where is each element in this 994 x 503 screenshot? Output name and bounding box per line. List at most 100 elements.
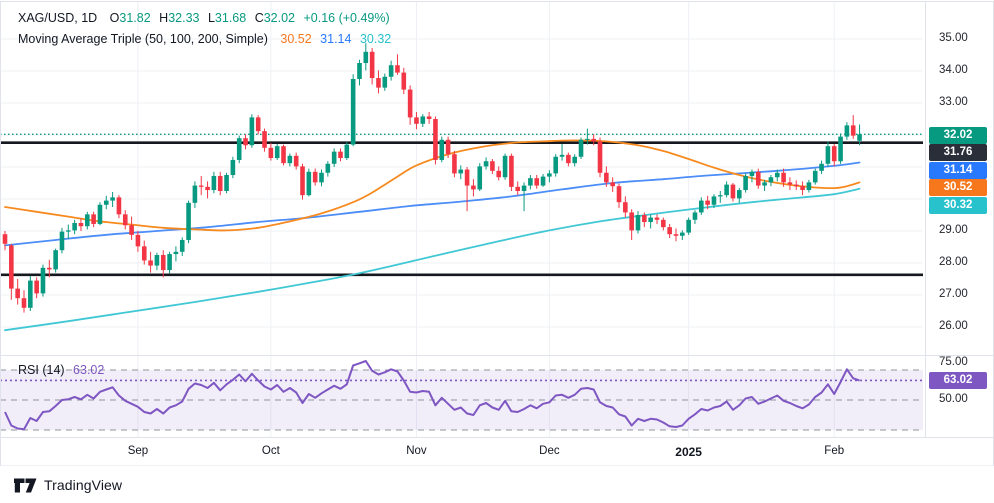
candle[interactable] <box>768 177 774 183</box>
candle[interactable] <box>787 182 793 185</box>
candle[interactable] <box>84 214 90 227</box>
time-axis-label-Feb[interactable]: Feb <box>824 445 845 457</box>
candle[interactable] <box>338 151 343 159</box>
time-axis-label-Dec[interactable]: Dec <box>539 445 560 457</box>
candle[interactable] <box>407 89 413 118</box>
candle[interactable] <box>496 170 502 178</box>
candle[interactable] <box>635 215 641 231</box>
candle[interactable] <box>711 196 717 205</box>
candle[interactable] <box>205 186 210 191</box>
candle[interactable] <box>439 139 445 160</box>
candle[interactable] <box>179 239 185 252</box>
rsi-indicator-title[interactable]: RSI <box>18 363 39 377</box>
candle[interactable] <box>268 147 274 159</box>
candle[interactable] <box>838 136 843 162</box>
candle[interactable] <box>426 116 432 119</box>
candle[interactable] <box>755 171 761 186</box>
candle[interactable] <box>420 116 426 124</box>
candle[interactable] <box>699 200 704 213</box>
candle[interactable] <box>211 175 217 191</box>
candle[interactable] <box>122 214 128 226</box>
candle[interactable] <box>844 125 850 137</box>
candle[interactable] <box>255 117 261 132</box>
candle[interactable] <box>540 176 546 186</box>
candle[interactable] <box>509 155 514 187</box>
candle[interactable] <box>433 119 438 160</box>
candle[interactable] <box>15 288 20 299</box>
candle[interactable] <box>471 185 476 190</box>
candle[interactable] <box>604 172 609 183</box>
candle[interactable] <box>610 182 615 187</box>
candle[interactable] <box>401 72 407 90</box>
moving-averages-layer[interactable] <box>4 139 861 332</box>
time-axis[interactable]: Sep Oct Nov Dec 2025 Feb <box>0 438 994 465</box>
candle[interactable] <box>281 146 286 164</box>
candle[interactable] <box>319 172 324 183</box>
candle[interactable] <box>515 186 521 191</box>
candle[interactable] <box>395 65 400 73</box>
candle[interactable] <box>376 78 381 88</box>
candle[interactable] <box>680 232 685 236</box>
chart-canvas[interactable] <box>0 0 994 466</box>
candle[interactable] <box>103 200 109 205</box>
candle[interactable] <box>91 214 96 224</box>
candle[interactable] <box>553 156 559 174</box>
candle[interactable] <box>97 204 103 224</box>
candle[interactable] <box>585 138 590 140</box>
candle[interactable] <box>34 280 39 294</box>
candle[interactable] <box>800 186 805 191</box>
candle[interactable] <box>262 131 267 148</box>
candle[interactable] <box>21 298 27 308</box>
candle[interactable] <box>306 171 312 196</box>
candle[interactable] <box>616 186 622 203</box>
ma200-line[interactable] <box>4 187 861 332</box>
candle[interactable] <box>692 212 698 220</box>
candle[interactable] <box>477 166 483 190</box>
candle[interactable] <box>148 260 153 266</box>
candle[interactable] <box>452 154 457 174</box>
rsi-indicator-legend[interactable]: RSI (14) 63.02 <box>18 363 104 377</box>
candle[interactable] <box>736 190 742 199</box>
time-axis-label-Sep[interactable]: Sep <box>127 445 149 457</box>
candle[interactable] <box>312 171 318 183</box>
candle[interactable] <box>173 251 179 255</box>
candle[interactable] <box>110 197 115 201</box>
candle[interactable] <box>458 169 464 174</box>
candle[interactable] <box>66 230 71 232</box>
candle[interactable] <box>59 231 65 251</box>
rsi-plot-layer[interactable] <box>4 360 860 431</box>
rsi-line[interactable] <box>4 360 860 431</box>
candle[interactable] <box>464 169 470 186</box>
candle[interactable] <box>724 184 729 196</box>
candle[interactable] <box>388 65 394 77</box>
candle[interactable] <box>566 154 571 164</box>
ma100-line[interactable] <box>4 161 861 247</box>
candle[interactable] <box>793 184 799 187</box>
candle[interactable] <box>357 63 362 79</box>
candle[interactable] <box>186 202 191 240</box>
candle[interactable] <box>812 170 818 183</box>
candle[interactable] <box>293 155 299 167</box>
candle[interactable] <box>141 246 147 261</box>
candle[interactable] <box>743 175 748 191</box>
candle[interactable] <box>781 172 786 183</box>
candle[interactable] <box>274 146 280 159</box>
candle[interactable] <box>72 223 77 231</box>
candle[interactable] <box>236 138 242 160</box>
candle[interactable] <box>28 280 33 308</box>
candle[interactable] <box>591 138 596 142</box>
ma-indicator-legend[interactable]: Moving Average Triple (50, 100, 200, Sim… <box>18 32 391 46</box>
candle[interactable] <box>578 139 584 157</box>
candle[interactable] <box>850 125 856 136</box>
candle[interactable] <box>363 51 369 63</box>
candle[interactable] <box>154 255 160 266</box>
candle[interactable] <box>217 175 223 191</box>
candle[interactable] <box>483 161 489 167</box>
candle[interactable] <box>597 141 603 173</box>
time-axis-label-Oct[interactable]: Oct <box>261 445 280 457</box>
candle[interactable] <box>806 182 812 191</box>
candle[interactable] <box>534 178 540 186</box>
candle[interactable] <box>344 144 350 159</box>
candle[interactable] <box>521 185 527 191</box>
ma50-line[interactable] <box>4 139 861 232</box>
